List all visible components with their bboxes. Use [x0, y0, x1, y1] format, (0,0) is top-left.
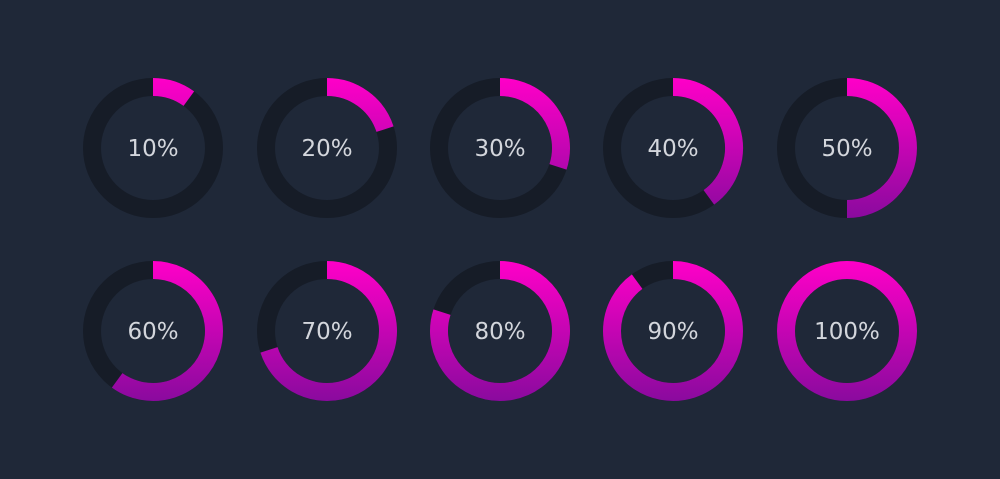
value-label: 30% [474, 136, 525, 162]
ring-progress [777, 261, 917, 401]
ring-progress [430, 261, 570, 401]
ring-progress [846, 78, 917, 218]
ring-progress [152, 78, 195, 107]
value-label: 70% [301, 319, 352, 345]
ring-progress [260, 261, 397, 401]
value-label: 10% [127, 136, 178, 162]
value-label: 100% [814, 319, 880, 345]
ring-progress [111, 261, 223, 401]
value-label: 60% [127, 319, 178, 345]
ring-progress [603, 261, 743, 401]
ring-progress [672, 78, 743, 205]
value-label: 50% [821, 136, 872, 162]
value-label: 80% [474, 319, 525, 345]
value-label: 20% [301, 136, 352, 162]
ring-progress [326, 78, 394, 133]
value-label: 90% [647, 319, 698, 345]
ring-progress [499, 78, 570, 170]
value-label: 40% [647, 136, 698, 162]
